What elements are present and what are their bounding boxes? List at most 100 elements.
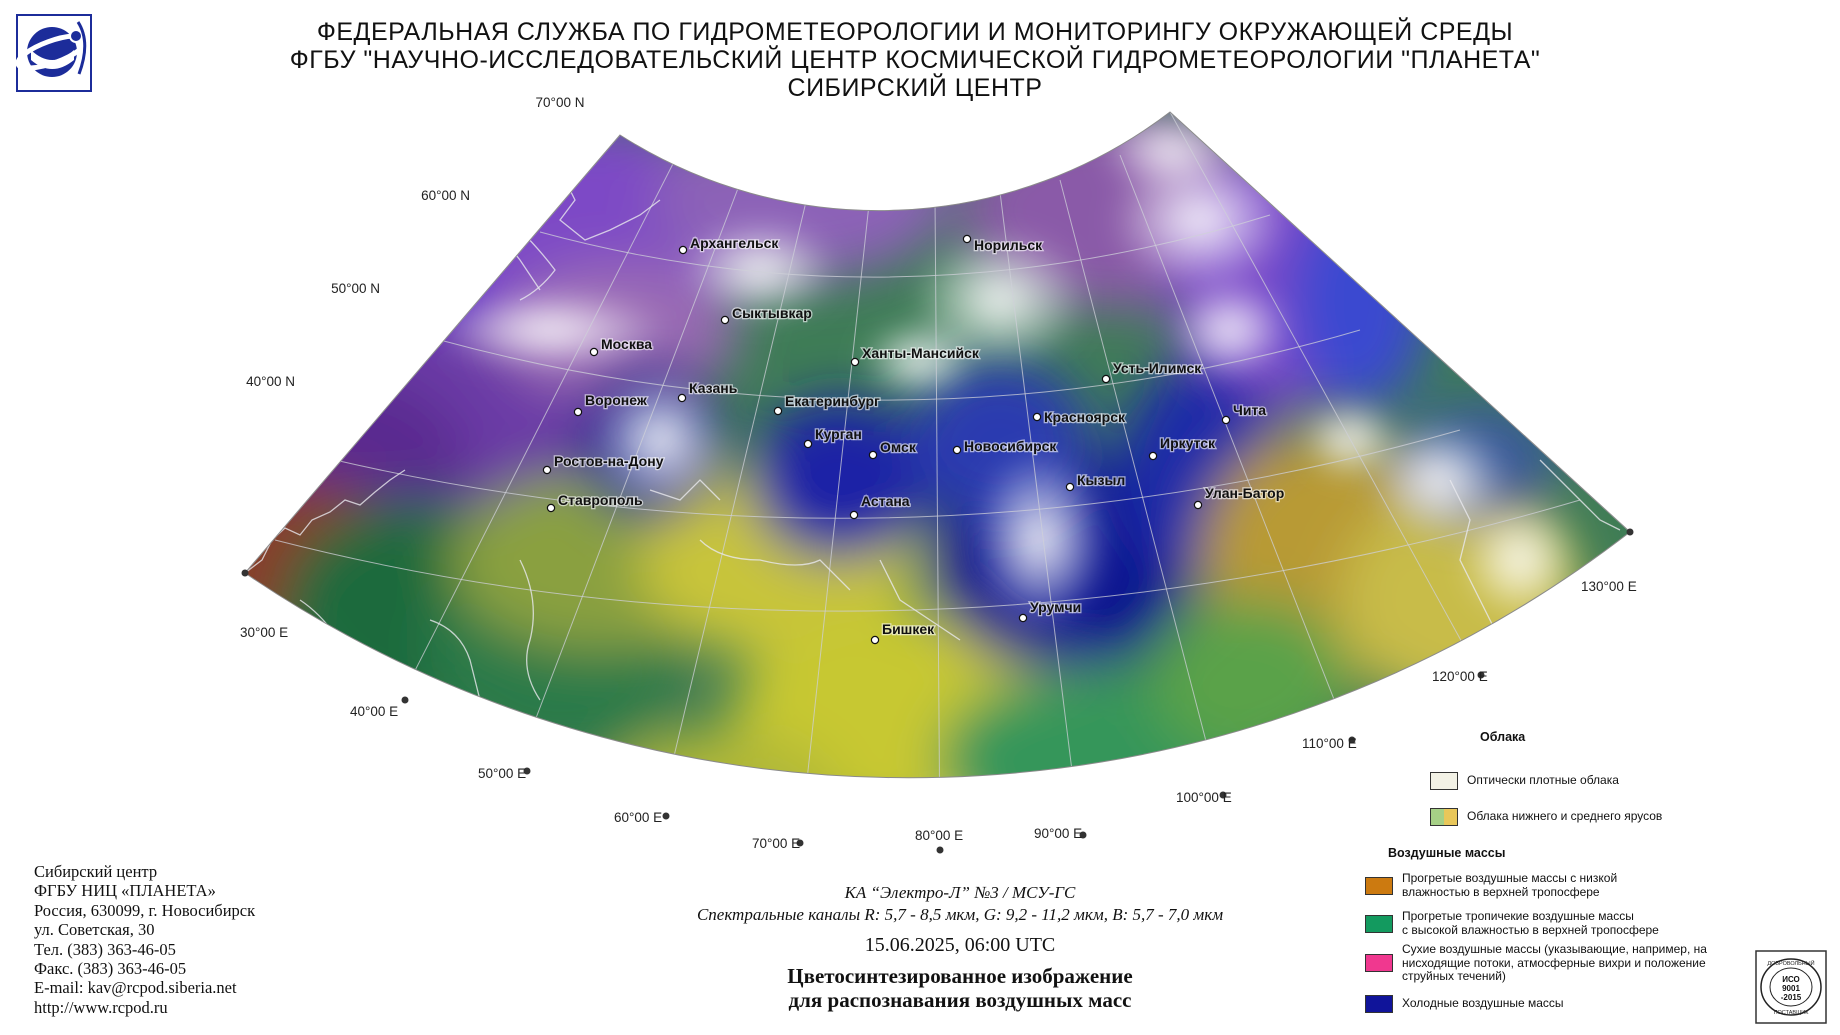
longitude-tick	[523, 767, 531, 775]
city-marker	[1018, 613, 1028, 623]
contact-fax: Факс. (383) 363-46-05	[34, 959, 187, 979]
map-outline	[244, 111, 1631, 779]
longitude-label: 50°00 E	[478, 766, 526, 781]
city-marker	[589, 347, 599, 357]
longitude-tick	[936, 846, 944, 854]
city-marker	[870, 635, 880, 645]
city-markers: Архангельск Норильск Сыктывкар Москва Ханты-…	[542, 234, 1286, 645]
longitude-label: 90°00 E	[1034, 826, 1082, 841]
contact-website[interactable]: http://www.rcpod.ru	[34, 997, 168, 1017]
legend-item-tropical-moist: Прогретые тропичекие воздушные массы с вы…	[1365, 909, 1659, 937]
city-marker	[1221, 415, 1231, 425]
city-marker	[803, 439, 813, 449]
latitude-label: 70°00 N	[536, 95, 585, 110]
caption-title-1: Цветосинтезированное изображение	[787, 964, 1133, 988]
city-label: Воронеж	[585, 392, 648, 408]
city-label: Ростов-на-Дону	[554, 453, 664, 469]
legend-label: Сухие воздушные массы (указывающие, напр…	[1402, 942, 1707, 983]
city-label: Улан-Батор	[1205, 485, 1284, 501]
longitude-tick	[1477, 671, 1485, 679]
longitude-labels: 30°00 E 40°00 E 50°00 E 60°00 E 70°00 E 80°00…	[240, 528, 1637, 854]
contact-street: ул. Советская, 30	[34, 920, 155, 940]
legend-swatch	[1430, 808, 1458, 826]
legend-clouds-title: Облака	[1480, 730, 1526, 744]
legend-item-dry: Сухие воздушные массы (указывающие, напр…	[1365, 942, 1707, 984]
city-label: Курган	[815, 426, 862, 442]
city-label: Бишкек	[882, 621, 935, 637]
badge-bottom-text: ПОСТАВЩИК	[1774, 1010, 1810, 1016]
city-label: Урумчи	[1030, 599, 1081, 615]
city-label: Сыктывкар	[732, 305, 812, 321]
city-label: Усть-Илимск	[1113, 360, 1202, 376]
contact-address: Россия, 630099, г. Новосибирск	[34, 900, 256, 920]
legend-item-cold: Холодные воздушные массы	[1365, 995, 1564, 1013]
latitude-labels: 70°00 N 60°00 N 50°00 N 40°00 N	[246, 95, 584, 389]
header-line-2: ФГБУ "НАУЧНО-ИССЛЕДОВАТЕЛЬСКИЙ ЦЕНТР КОС…	[289, 46, 1541, 74]
latitude-label: 60°00 N	[421, 188, 470, 203]
city-label: Кызыл	[1077, 472, 1125, 488]
city-label: Москва	[601, 336, 652, 352]
latitude-label: 50°00 N	[331, 281, 380, 296]
caption-channels: Спектральные каналы R: 5,7 - 8,5 мкм, G:…	[696, 905, 1224, 924]
longitude-tick	[662, 812, 670, 820]
longitude-label: 100°00 E	[1176, 790, 1232, 805]
city-marker	[1148, 451, 1158, 461]
longitude-tick	[1219, 791, 1227, 799]
legend-swatch	[1365, 954, 1393, 973]
legend-item-dense-clouds: Оптически плотные облака	[1430, 772, 1619, 790]
city-marker	[962, 234, 972, 244]
legend-label: Облака нижнего и среднего ярусов	[1467, 809, 1663, 824]
caption-title-2: для распознавания воздушных масс	[788, 988, 1132, 1012]
contact-email[interactable]: E-mail: kav@rcpod.siberia.net	[34, 978, 237, 998]
badge-year: -2015	[1781, 993, 1802, 1002]
badge-top-text: ДОБРОВОЛЬНЫЙ	[1767, 959, 1814, 967]
legend-swatch	[1365, 995, 1393, 1013]
legend-swatch	[1365, 914, 1393, 933]
city-marker	[1101, 374, 1111, 384]
city-marker	[546, 503, 556, 513]
graticule	[245, 112, 1630, 778]
city-label: Красноярск	[1044, 409, 1126, 425]
caption-datetime: 15.06.2025, 06:00 UTC	[864, 934, 1056, 956]
city-marker	[677, 393, 687, 403]
header-line-1: ФЕДЕРАЛЬНАЯ СЛУЖБА ПО ГИДРОМЕТЕОРОЛОГИИ …	[316, 18, 1514, 46]
latitude-label: 40°00 N	[246, 374, 295, 389]
city-marker	[1193, 500, 1203, 510]
longitude-label: 70°00 E	[752, 836, 800, 851]
longitude-label: 110°00 E	[1302, 736, 1357, 751]
longitude-label: 120°00 E	[1432, 669, 1488, 684]
contact-org: Сибирский центр	[34, 862, 158, 881]
legend-air-title: Воздушные массы	[1388, 846, 1506, 860]
longitude-label: 30°00 E	[240, 625, 288, 640]
city-marker	[850, 357, 860, 367]
city-label: Астана	[861, 493, 910, 509]
legend-item-low-mid-clouds: Облака нижнего и среднего ярусов	[1430, 808, 1662, 826]
longitude-label: 60°00 E	[614, 810, 662, 825]
city-marker	[573, 407, 583, 417]
city-marker	[542, 465, 552, 475]
city-marker	[773, 406, 783, 416]
city-label: Архангельск	[690, 235, 779, 251]
legend-swatch	[1430, 772, 1458, 790]
iso-certification-badge: ДОБРОВОЛЬНЫЙ ИСО 9001 -2015 ПОСТАВЩИК	[1755, 950, 1827, 1024]
longitude-tick	[241, 569, 249, 577]
city-label: Новосибирск	[964, 438, 1057, 454]
legend-label: Оптически плотные облака	[1467, 773, 1619, 788]
longitude-tick	[1348, 736, 1356, 744]
longitude-tick	[401, 696, 409, 704]
badge-number: 9001	[1782, 984, 1800, 993]
legend-swatch	[1365, 876, 1393, 895]
city-marker	[678, 245, 688, 255]
legend-item-warm-dry: Прогретые воздушные массы с низкой влажно…	[1365, 871, 1618, 899]
image-caption: КА “Электро-Л” №3 / МСУ-ГС Спектральные …	[560, 882, 1360, 1012]
legend-label: Прогретые воздушные массы с низкой влажно…	[1402, 871, 1618, 899]
legend-label: Холодные воздушные массы	[1402, 996, 1564, 1011]
city-marker	[952, 445, 962, 455]
contact-info: Сибирский центр ФГБУ НИЦ «ПЛАНЕТА» Росси…	[34, 862, 255, 1017]
city-label: Чита	[1233, 402, 1266, 418]
longitude-label: 80°00 E	[915, 828, 963, 843]
city-label: Ханты-Мансийск	[862, 345, 980, 361]
city-marker	[1032, 412, 1042, 422]
satellite-imagery	[245, 112, 1630, 778]
